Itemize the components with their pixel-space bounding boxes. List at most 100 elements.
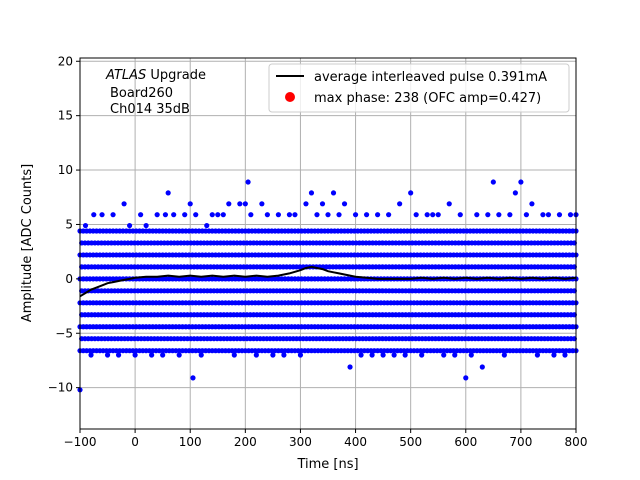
legend-dot-marker xyxy=(285,92,295,102)
data-point xyxy=(193,212,199,218)
data-point xyxy=(99,212,105,218)
data-point xyxy=(490,179,496,185)
x-tick-label: 300 xyxy=(289,435,312,449)
data-point xyxy=(127,222,133,229)
data-point xyxy=(149,352,155,358)
data-point xyxy=(375,212,381,218)
annotation-atlas: ATLAS xyxy=(105,68,146,83)
data-point xyxy=(104,352,111,358)
axis-ticks: −100 0 100 200 300 400 500 600 700 800 −10 −5 0 5 10 15… xyxy=(48,54,588,449)
x-tick-label: 500 xyxy=(399,435,422,449)
data-point xyxy=(115,352,122,358)
data-point xyxy=(226,201,232,207)
legend-label-max-phase: max phase: 238 (OFC amp=0.427) xyxy=(314,91,541,106)
data-point xyxy=(523,212,530,218)
x-tick-label: −100 xyxy=(64,435,97,449)
data-point xyxy=(424,212,430,218)
legend: average interleaved pulse 0.391mA max ph… xyxy=(268,63,570,113)
data-point xyxy=(369,352,375,358)
data-point xyxy=(435,212,441,218)
data-point xyxy=(402,352,408,358)
data-point xyxy=(446,201,452,207)
data-point xyxy=(215,212,221,218)
data-point xyxy=(231,352,237,358)
x-tick-label: 600 xyxy=(454,435,477,449)
data-point xyxy=(430,212,436,218)
data-point xyxy=(275,212,281,218)
x-tick-label: 800 xyxy=(565,435,588,449)
data-point xyxy=(330,190,337,196)
data-point xyxy=(176,352,182,358)
data-point xyxy=(319,201,326,207)
data-point xyxy=(325,212,331,218)
x-tick-label: 700 xyxy=(509,435,532,449)
x-tick-label: 0 xyxy=(131,435,139,449)
axes-frame xyxy=(79,57,577,430)
atlas-annotation: ATLAS Upgrade Board260 Ch014 35dB xyxy=(105,68,206,117)
data-point xyxy=(540,212,546,218)
data-point xyxy=(463,375,469,381)
data-point xyxy=(534,352,541,358)
plot-area xyxy=(77,179,579,393)
data-point xyxy=(209,212,215,218)
data-point xyxy=(248,212,254,218)
data-point xyxy=(380,352,386,358)
data-point xyxy=(82,222,89,229)
data-point xyxy=(121,201,127,207)
annotation-line-2: Board260 xyxy=(110,86,173,101)
data-point xyxy=(138,212,144,218)
data-point xyxy=(352,212,359,218)
annotation-upgrade: Upgrade xyxy=(146,68,206,83)
data-point xyxy=(391,352,397,358)
average-pulse-line xyxy=(79,265,577,298)
data-point xyxy=(281,352,287,358)
data-point xyxy=(308,190,315,196)
data-point xyxy=(259,201,265,207)
data-point xyxy=(162,212,169,218)
data-point xyxy=(253,352,259,358)
data-point xyxy=(512,190,518,196)
data-point xyxy=(562,352,568,358)
data-point xyxy=(182,212,188,218)
data-point xyxy=(408,190,414,196)
data-point xyxy=(297,352,304,358)
data-point xyxy=(529,201,535,207)
data-point xyxy=(292,212,298,218)
data-point xyxy=(245,179,251,185)
y-axis-label: Amplitude [ADC Counts] xyxy=(20,164,35,322)
x-tick-label: 100 xyxy=(179,435,202,449)
data-point xyxy=(545,212,552,218)
data-point xyxy=(501,352,507,358)
data-point xyxy=(264,212,270,218)
data-point xyxy=(479,364,485,370)
data-point xyxy=(518,179,524,185)
data-point xyxy=(237,201,243,207)
y-tick-label: 20 xyxy=(58,54,73,68)
data-point xyxy=(419,352,425,358)
x-axis-label: Time [ns] xyxy=(296,457,358,472)
y-tick-label: 5 xyxy=(65,217,73,231)
data-point xyxy=(91,212,97,218)
data-point xyxy=(397,201,403,207)
data-point xyxy=(474,212,480,218)
data-point xyxy=(363,212,370,218)
y-tick-label: −5 xyxy=(55,326,73,340)
data-point xyxy=(314,212,320,218)
data-point xyxy=(88,352,94,358)
y-tick-label: 15 xyxy=(58,109,73,123)
data-point xyxy=(143,222,149,229)
data-point xyxy=(132,352,138,358)
data-point xyxy=(242,201,248,207)
data-point xyxy=(485,212,491,218)
data-point xyxy=(336,212,342,218)
data-point xyxy=(556,212,563,218)
legend-label-average-pulse: average interleaved pulse 0.391mA xyxy=(314,70,547,85)
data-point xyxy=(413,212,419,218)
data-point xyxy=(358,352,364,358)
data-point xyxy=(198,352,204,358)
data-point xyxy=(187,201,193,207)
data-point xyxy=(204,222,210,229)
y-tick-label: 0 xyxy=(65,272,73,286)
data-point xyxy=(567,212,574,218)
